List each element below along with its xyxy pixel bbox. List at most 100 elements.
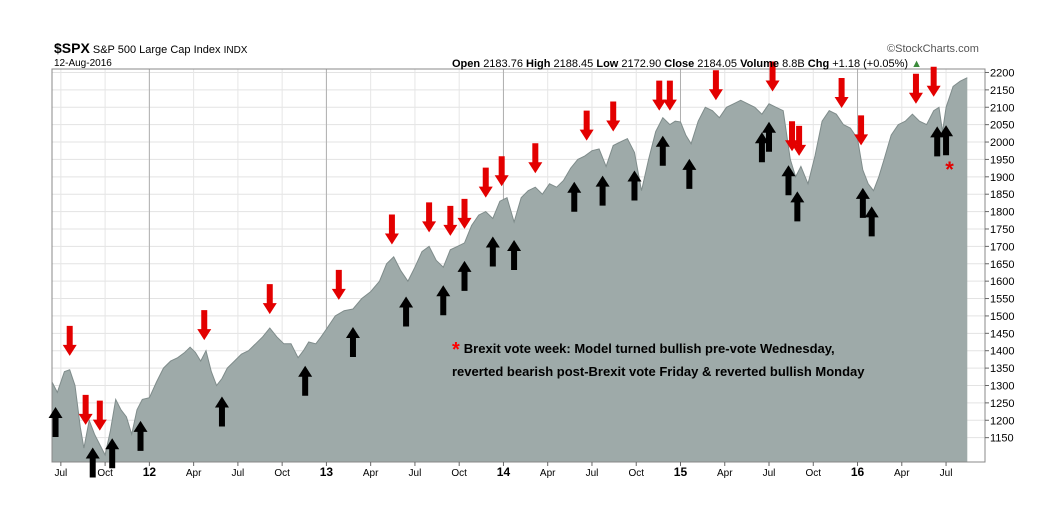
sell-signal-arrow-icon xyxy=(478,167,493,198)
price-area xyxy=(51,77,968,462)
y-tick-label: 1900 xyxy=(990,172,1014,184)
buy-signal-arrow-icon xyxy=(595,175,610,206)
buy-signal-arrow-icon xyxy=(939,125,954,156)
index-name: S&P 500 Large Cap Index xyxy=(92,44,221,56)
high-label: High xyxy=(526,58,551,70)
y-tick-label: 1700 xyxy=(990,241,1014,253)
buy-signal-arrow-icon xyxy=(627,170,642,201)
sell-signal-arrow-icon xyxy=(579,110,594,141)
buy-signal-arrow-icon xyxy=(485,236,500,267)
y-tick-label: 1600 xyxy=(990,276,1014,288)
x-tick-label: 12 xyxy=(143,465,157,479)
chart-date: 12-Aug-2016 xyxy=(54,58,112,69)
asterisk-icon: * xyxy=(452,339,460,361)
exchange-code: INDX xyxy=(223,45,248,56)
x-tick-label: Oct xyxy=(274,468,290,479)
sell-signal-arrow-icon xyxy=(262,284,277,315)
volume-label: Volume xyxy=(740,58,780,70)
buy-signal-arrow-icon xyxy=(682,158,697,189)
sell-signal-arrow-icon xyxy=(528,143,543,174)
x-tick-label: Jul xyxy=(409,468,422,479)
sell-signal-arrow-icon xyxy=(422,202,437,233)
y-tick-label: 1250 xyxy=(990,398,1014,410)
sell-signal-arrow-icon xyxy=(384,214,399,245)
y-tick-label: 1150 xyxy=(990,433,1014,445)
buy-signal-arrow-icon xyxy=(567,181,582,212)
buy-signal-arrow-icon xyxy=(214,396,229,427)
open-value: 2183.76 xyxy=(483,58,523,70)
open-label: Open xyxy=(452,58,481,70)
y-tick-label: 1750 xyxy=(990,224,1014,236)
close-value: 2184.05 xyxy=(697,58,738,70)
x-tick-label: Jul xyxy=(940,468,953,479)
close-label: Close xyxy=(664,58,695,70)
y-tick-label: 2050 xyxy=(990,120,1014,132)
sell-signal-arrow-icon xyxy=(708,70,723,101)
sell-signal-arrow-icon xyxy=(785,121,800,152)
x-tick-label: Oct xyxy=(805,468,821,479)
y-tick-label: 1200 xyxy=(990,415,1014,427)
sell-signal-arrow-icon xyxy=(606,101,621,132)
buy-signal-arrow-icon xyxy=(864,206,879,237)
buy-signal-arrow-icon xyxy=(105,438,120,469)
buy-signal-arrow-icon xyxy=(781,165,796,196)
x-tick-label: Apr xyxy=(540,468,556,479)
y-tick-label: 2200 xyxy=(990,67,1014,79)
y-tick-label: 1450 xyxy=(990,328,1014,340)
sell-signal-arrow-icon xyxy=(443,205,458,236)
x-tick-label: Oct xyxy=(97,468,113,479)
chart-frame xyxy=(51,68,986,463)
sell-signal-arrow-icon xyxy=(765,61,780,92)
y-tick-label: 1800 xyxy=(990,207,1014,219)
x-axis: Jul Oct 12 Apr Jul Oct 13 Apr Jul Oct 14 Apr Jul Oct 1… xyxy=(54,462,952,479)
y-tick-label: 1850 xyxy=(990,189,1014,201)
brexit-star-marker: * xyxy=(945,157,954,182)
up-triangle-icon: ▲ xyxy=(911,58,923,70)
sell-signal-arrow-icon xyxy=(197,310,212,341)
sell-signal-arrow-icon xyxy=(494,156,509,187)
y-tick-label: 2100 xyxy=(990,102,1014,114)
sell-signal-arrow-icon xyxy=(78,394,93,425)
x-tick-label: Jul xyxy=(763,468,776,479)
sell-signal-arrow-icon xyxy=(331,269,346,300)
x-tick-label: 16 xyxy=(851,465,865,479)
buy-signal-arrow-icon xyxy=(790,191,805,222)
sell-signal-arrow-icon xyxy=(792,125,807,156)
stockcharts-watermark[interactable]: ©StockCharts.com xyxy=(887,43,979,55)
high-value: 2188.45 xyxy=(553,58,594,70)
sell-signal-arrow-icon xyxy=(652,80,667,111)
buy-signal-arrow-icon xyxy=(762,121,777,152)
buy-signal-arrow-icon xyxy=(655,135,670,166)
buy-signal-arrow-icon xyxy=(436,285,451,316)
plot-border xyxy=(51,68,986,463)
x-tick-label: Apr xyxy=(363,468,379,479)
sell-signal-arrow-icon xyxy=(662,80,677,111)
x-tick-label: 14 xyxy=(497,465,511,479)
x-tick-label: Jul xyxy=(54,468,67,479)
buy-signal-arrow-icon xyxy=(345,326,360,357)
y-tick-label: 1400 xyxy=(990,346,1014,358)
low-label: Low xyxy=(596,58,619,70)
annotation-text-2: reverted bearish post-Brexit vote Friday… xyxy=(452,364,865,379)
sell-signal-arrow-icon xyxy=(926,66,941,97)
buy-signal-arrow-icon xyxy=(507,240,522,271)
x-tick-label: Apr xyxy=(186,468,202,479)
sell-signal-arrow-icon xyxy=(908,73,923,104)
sell-signal-arrow-icon xyxy=(92,400,107,431)
x-tick-label: Oct xyxy=(451,468,467,479)
x-tick-label: Jul xyxy=(231,468,244,479)
buy-signal-arrow-icon xyxy=(133,420,148,451)
buy-signal-arrow-icon xyxy=(399,296,414,327)
sell-signal-arrow-icon xyxy=(62,325,77,356)
annotation-line-1: * Brexit vote week: Model turned bullish … xyxy=(452,338,865,361)
y-axis: 1150 1200 1250 1300 1350 1400 1450 1500 1550 1600… xyxy=(985,67,1014,445)
ohlc-readout: Open 2183.76 High 2188.45 Low 2172.90 Cl… xyxy=(452,58,922,70)
buy-signal-arrow-icon xyxy=(48,406,63,437)
price-line xyxy=(51,77,968,457)
chg-label: Chg xyxy=(807,58,830,70)
y-tick-label: 1500 xyxy=(990,311,1014,323)
low-value: 2172.90 xyxy=(621,58,662,70)
y-tick-label: 1550 xyxy=(990,294,1014,306)
brexit-annotation: * Brexit vote week: Model turned bullish … xyxy=(452,338,865,383)
y-tick-label: 1950 xyxy=(990,154,1014,166)
